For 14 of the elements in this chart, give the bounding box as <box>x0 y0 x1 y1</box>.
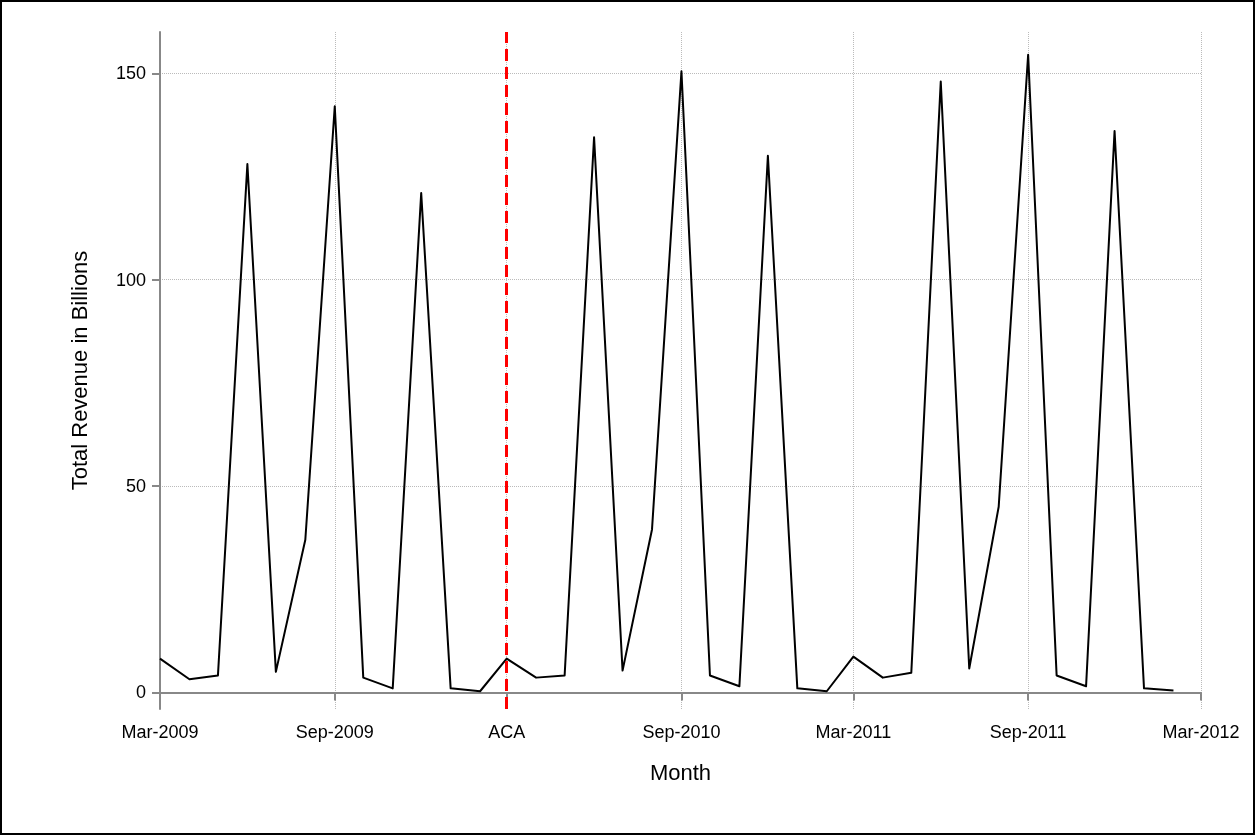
y-tick-label: 0 <box>135 682 146 703</box>
y-axis-title: Total Revenue in Billions <box>66 250 92 491</box>
y-tick-label: 100 <box>115 269 146 290</box>
x-tick-label: Sep-2009 <box>295 722 374 742</box>
y-tick-label: 150 <box>115 63 146 84</box>
x-tick-label: Mar-2012 <box>1162 722 1240 742</box>
x-tick-label: Mar-2009 <box>121 722 199 742</box>
x-tick-label: Sep-2011 <box>989 722 1067 742</box>
x-tick-label: Mar-2011 <box>815 722 892 742</box>
line-series <box>159 53 1175 693</box>
y-tick-label: 50 <box>125 476 146 497</box>
x-axis-title: Month <box>649 759 712 785</box>
x-tick-label: Sep-2010 <box>642 722 721 742</box>
x-tick-label: ACA <box>488 722 526 742</box>
